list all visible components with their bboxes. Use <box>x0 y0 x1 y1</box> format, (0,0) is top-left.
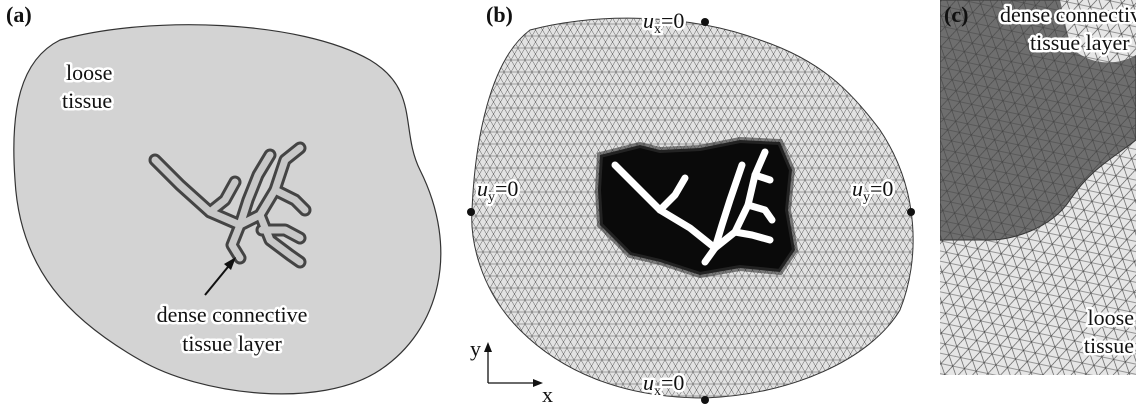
node <box>701 18 709 26</box>
node <box>907 208 915 216</box>
arrowhead <box>484 342 543 387</box>
value: =0 <box>870 176 893 201</box>
axes <box>488 350 535 383</box>
bc-label: uy=0 <box>477 176 518 205</box>
dense-label: dense connective <box>1000 2 1136 27</box>
loose-label: loose <box>66 60 112 85</box>
symbol: u <box>852 176 863 201</box>
node <box>701 396 709 404</box>
value: =0 <box>661 370 684 395</box>
subscript: x <box>654 22 661 37</box>
panel-b: (b) ux=0 uy=0 uy=0 ux=0 y x <box>467 2 915 405</box>
node <box>467 208 475 216</box>
figure: (a) loose tissue dense connective tissue… <box>0 0 1136 405</box>
symbol: u <box>643 8 654 33</box>
bc-label: ux=0 <box>643 370 684 399</box>
bc-label: ux=0 <box>643 8 684 37</box>
dense-label: tissue layer <box>182 331 282 356</box>
symbol: u <box>477 176 488 201</box>
subscript: y <box>488 190 495 205</box>
value: =0 <box>661 8 684 33</box>
value: =0 <box>495 176 518 201</box>
panel-c: (c) dense connective tissue layer loose … <box>940 0 1136 375</box>
panel-label: (a) <box>6 2 32 27</box>
loose-label: tissue <box>1084 333 1134 358</box>
loose-label: loose <box>1088 305 1134 330</box>
panel-label: (b) <box>486 2 513 27</box>
axis-label: x <box>542 382 553 405</box>
axis-label: y <box>470 336 481 361</box>
dense-label: tissue layer <box>1030 30 1130 55</box>
dense-label: dense connective <box>157 302 308 327</box>
bc-label: uy=0 <box>852 176 893 205</box>
subscript: x <box>654 384 661 399</box>
subscript: y <box>863 190 870 205</box>
panel-label: (c) <box>944 2 968 27</box>
loose-label: tissue <box>62 88 112 113</box>
symbol: u <box>643 370 654 395</box>
panel-a: (a) loose tissue dense connective tissue… <box>6 2 441 394</box>
